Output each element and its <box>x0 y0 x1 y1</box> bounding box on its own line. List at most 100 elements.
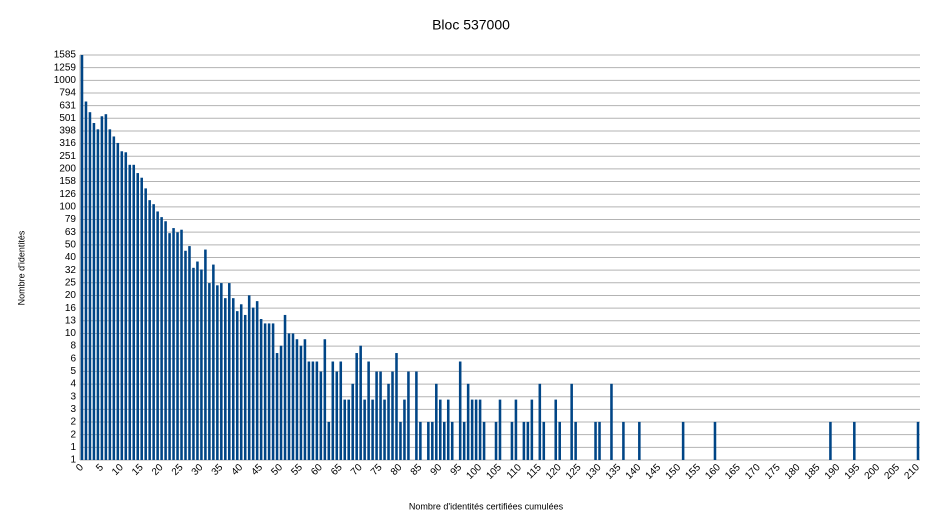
bar <box>108 129 112 460</box>
bar <box>120 151 124 460</box>
bar <box>391 371 394 460</box>
y-tick-label: 63 <box>65 227 77 238</box>
bar <box>395 353 398 460</box>
bar <box>116 142 120 460</box>
bar <box>156 211 159 460</box>
y-tick-label: 794 <box>59 88 76 99</box>
bar <box>112 136 116 460</box>
y-tick-label: 79 <box>65 214 77 225</box>
x-tick-label: 100 <box>465 462 485 482</box>
x-tick-label: 0 <box>74 462 86 474</box>
bar <box>128 164 132 460</box>
bar <box>100 116 104 460</box>
y-tick-label: 10 <box>65 328 77 339</box>
bar <box>196 261 199 460</box>
y-tick-label: 25 <box>65 277 77 288</box>
bar <box>287 333 291 460</box>
y-tick-label: 50 <box>65 239 77 250</box>
bar <box>188 246 191 460</box>
x-tick-label: 70 <box>349 462 365 478</box>
bar <box>478 399 482 460</box>
bar <box>530 399 534 460</box>
x-tick-label: 60 <box>309 462 325 478</box>
bar <box>160 217 163 460</box>
x-tick-label: 205 <box>883 462 903 482</box>
x-tick-label: 55 <box>289 462 305 478</box>
bar <box>638 421 641 460</box>
x-tick-label: 130 <box>584 462 604 482</box>
bar <box>200 269 203 460</box>
y-tick-label: 398 <box>59 126 76 137</box>
bar <box>610 383 613 460</box>
bar <box>172 228 175 460</box>
bar <box>251 307 255 460</box>
bar <box>180 229 183 460</box>
x-tick-label: 10 <box>110 462 126 478</box>
x-tick-label: 140 <box>624 462 644 482</box>
bar <box>435 383 438 460</box>
x-tick-label: 90 <box>429 462 445 478</box>
bar <box>204 249 207 460</box>
bar <box>235 311 239 460</box>
y-tick-label: 1259 <box>54 62 77 73</box>
bar <box>681 421 685 460</box>
bar <box>148 200 151 460</box>
x-tick-label: 155 <box>683 462 703 482</box>
y-tick-label: 158 <box>59 176 76 187</box>
y-tick-label: 13 <box>65 315 77 326</box>
bar <box>299 345 303 460</box>
bar <box>466 383 470 460</box>
bar <box>144 188 147 460</box>
bar <box>622 421 625 460</box>
bar <box>522 421 526 460</box>
bar <box>267 323 271 460</box>
bar <box>439 399 442 460</box>
x-tick-label: 185 <box>803 462 823 482</box>
bar <box>228 283 231 460</box>
bar <box>371 399 374 460</box>
x-tick-label: 195 <box>843 462 863 482</box>
bar <box>427 421 430 460</box>
x-tick-label: 150 <box>664 462 684 482</box>
bar <box>574 421 577 460</box>
bar <box>462 421 466 460</box>
y-tick-label: 40 <box>65 252 77 263</box>
x-tick-label: 95 <box>449 462 465 478</box>
bar <box>176 232 179 460</box>
bar <box>239 304 243 460</box>
bar <box>538 383 542 460</box>
bar <box>510 421 514 460</box>
bar <box>136 173 139 460</box>
y-tick-label: 6 <box>70 353 76 364</box>
y-tick-label: 316 <box>59 138 76 149</box>
bar <box>184 250 187 460</box>
y-tick-label: 251 <box>59 151 76 162</box>
bar <box>92 122 96 460</box>
y-tick-label: 32 <box>65 265 77 276</box>
y-tick-label: 3 <box>70 404 76 415</box>
bar <box>224 298 227 460</box>
bar <box>208 283 211 460</box>
y-tick-label: 126 <box>59 189 76 200</box>
y-axis-title: Nombre d'identités <box>16 230 26 305</box>
x-tick-label: 165 <box>723 462 743 482</box>
x-tick-label: 40 <box>230 462 246 478</box>
bar <box>140 177 143 460</box>
bar <box>243 314 247 460</box>
x-tick-label: 175 <box>763 462 783 482</box>
bar <box>212 264 215 460</box>
x-tick-label: 170 <box>743 462 763 482</box>
bar <box>339 361 343 460</box>
x-tick-label: 75 <box>369 462 385 478</box>
x-tick-label: 120 <box>544 462 564 482</box>
x-tick-label: 15 <box>130 462 146 478</box>
bar <box>80 55 84 460</box>
bar <box>335 371 339 460</box>
bar <box>104 114 108 461</box>
bar <box>713 421 717 460</box>
bar <box>192 267 195 460</box>
bar <box>415 371 418 460</box>
bar <box>458 361 462 460</box>
x-axis-title: Nombre d'identités certifiées cumulées <box>409 501 564 511</box>
